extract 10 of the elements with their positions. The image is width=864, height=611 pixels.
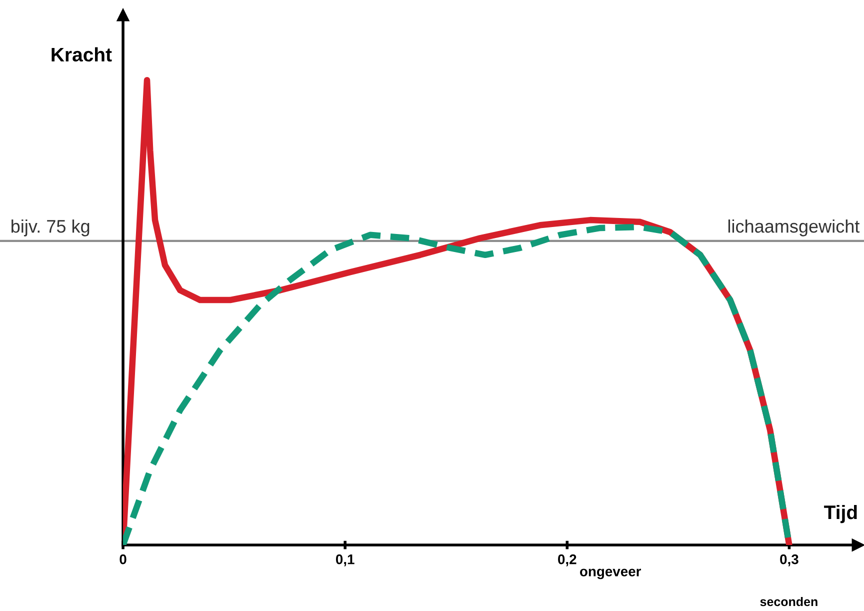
- x-tick-label: 0: [120, 554, 126, 564]
- x-tick-label: 0,1: [336, 554, 354, 566]
- text: seconden: [760, 596, 818, 606]
- ref-line-label: lichaamsgewicht: [728, 219, 860, 236]
- y-axis-title: Kracht: [52, 47, 112, 62]
- x-axis-title: Tijd: [824, 504, 857, 524]
- x-tick-label: 0,2: [558, 554, 576, 566]
- x-tick-label: 0,3: [780, 554, 798, 566]
- text: ongeveer: [580, 568, 642, 580]
- annotation: bijv. 75 kg: [12, 219, 90, 236]
